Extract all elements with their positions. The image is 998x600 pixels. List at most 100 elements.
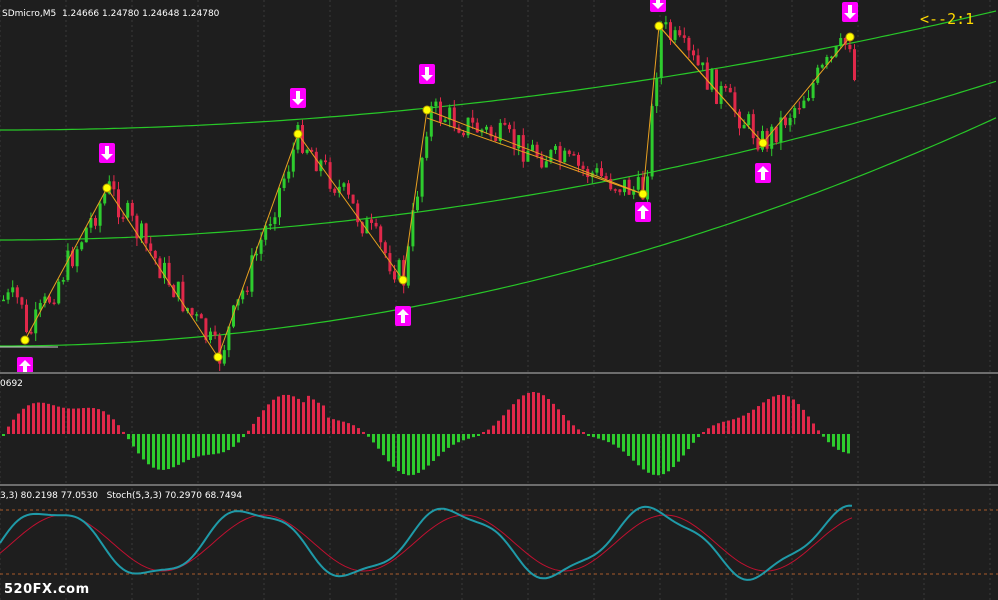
histogram-bar-down bbox=[432, 434, 435, 461]
histogram-bar-up bbox=[92, 408, 95, 434]
pane-separator[interactable] bbox=[0, 484, 998, 486]
histogram-bar-up bbox=[332, 419, 335, 434]
histogram-bar-down bbox=[837, 434, 840, 450]
candle-body bbox=[590, 172, 594, 178]
candle-body bbox=[98, 203, 102, 226]
candle-body bbox=[241, 290, 245, 300]
price-chart-pane[interactable]: SDmicro,M5 1.24666 1.24780 1.24648 1.247… bbox=[0, 0, 998, 372]
histogram-bar-down bbox=[162, 434, 165, 470]
candle-body bbox=[462, 132, 465, 136]
candle-body bbox=[126, 202, 130, 218]
histogram-bar-up bbox=[362, 431, 365, 434]
candle-body bbox=[494, 136, 498, 141]
candle-body bbox=[843, 38, 847, 45]
histogram-bar-down bbox=[472, 434, 475, 438]
candle-body bbox=[816, 67, 820, 83]
stochastic-pane[interactable]: 3,3) 80.2198 77.0530 Stoch(5,3,3) 70.297… bbox=[0, 488, 998, 600]
histogram-bar-up bbox=[342, 421, 345, 434]
pivot-dot bbox=[293, 129, 303, 139]
histogram-bar-down bbox=[212, 434, 215, 455]
channel-lower bbox=[0, 117, 997, 347]
arrow-glyph bbox=[652, 0, 664, 9]
histogram-bar-up bbox=[327, 417, 330, 434]
histogram-bar-up bbox=[707, 428, 710, 434]
candle-body bbox=[779, 117, 783, 143]
histogram-bar-up bbox=[252, 423, 255, 434]
candle-body bbox=[374, 222, 378, 227]
histogram-bar-up bbox=[802, 409, 805, 434]
candle-body bbox=[567, 150, 571, 155]
stochastic-levels bbox=[0, 509, 998, 575]
candle-body bbox=[738, 111, 741, 129]
candle-body bbox=[351, 194, 355, 204]
candle-body bbox=[526, 150, 530, 162]
histogram-bar-down bbox=[382, 434, 385, 456]
histogram-bar-down bbox=[182, 434, 185, 463]
candle-body bbox=[577, 154, 580, 166]
candle-body bbox=[15, 287, 19, 298]
histogram-bar-up bbox=[77, 408, 80, 434]
oscillator-pane[interactable]: 0692 bbox=[0, 376, 998, 484]
histogram-bar-down bbox=[412, 434, 415, 475]
histogram-bar-up bbox=[727, 420, 730, 434]
histogram-bar-down bbox=[407, 434, 410, 476]
candle-body bbox=[673, 30, 677, 40]
candle-body bbox=[646, 176, 649, 200]
histogram-bar-down bbox=[367, 434, 370, 437]
histogram-bar-down bbox=[622, 434, 625, 452]
candle-body bbox=[830, 56, 833, 59]
candle-body bbox=[393, 271, 396, 280]
histogram-bar-up bbox=[282, 394, 285, 434]
candle-body bbox=[6, 292, 10, 300]
histogram-bar-up bbox=[482, 432, 485, 434]
candle-body bbox=[448, 107, 452, 120]
candle-body bbox=[540, 156, 544, 168]
arrow-glyph bbox=[292, 91, 304, 105]
candle-body bbox=[517, 135, 521, 149]
histogram-bar-down bbox=[612, 434, 615, 445]
candle-body bbox=[618, 189, 622, 193]
candle-body bbox=[655, 78, 659, 107]
channel-upper bbox=[0, 10, 997, 131]
arrow-glyph bbox=[397, 309, 409, 323]
stochastic-canvas bbox=[0, 488, 998, 600]
candle-body bbox=[204, 318, 208, 341]
candle-body bbox=[57, 281, 61, 304]
histogram-bar-up bbox=[742, 415, 745, 434]
histogram-bar-up bbox=[302, 402, 305, 434]
histogram-bar-up bbox=[107, 414, 110, 434]
histogram-bar-up bbox=[512, 404, 515, 434]
candle-body bbox=[370, 219, 373, 223]
candle-body bbox=[360, 222, 364, 234]
candle-body bbox=[664, 22, 668, 25]
histogram-bar-up bbox=[497, 420, 500, 434]
candle-body bbox=[52, 302, 56, 305]
candle-body bbox=[434, 101, 438, 107]
histogram-bar-up bbox=[542, 395, 545, 434]
candle-body bbox=[425, 136, 429, 158]
pane-separator[interactable] bbox=[0, 372, 998, 374]
histogram-bar-down bbox=[157, 434, 160, 470]
candle-body bbox=[213, 331, 217, 336]
candle-body bbox=[853, 49, 856, 81]
histogram-bar-down bbox=[602, 434, 605, 441]
histogram-bar-down bbox=[437, 434, 440, 457]
arrow-glyph bbox=[844, 5, 856, 19]
histogram-bar-up bbox=[117, 425, 120, 434]
candle-body bbox=[558, 146, 562, 163]
candle-body bbox=[34, 309, 38, 334]
histogram-bar-up bbox=[37, 402, 40, 434]
candle-body bbox=[636, 177, 640, 190]
candle-body bbox=[135, 215, 139, 239]
candle-body bbox=[264, 225, 268, 240]
histogram-bar-down bbox=[632, 434, 635, 461]
histogram-bar-down bbox=[677, 434, 680, 462]
candle-body bbox=[25, 304, 28, 333]
histogram-bar-up bbox=[487, 429, 490, 434]
histogram-bar-down bbox=[687, 434, 690, 450]
histogram-bar-down bbox=[662, 434, 665, 475]
histogram-bar-up bbox=[352, 425, 355, 434]
histogram-bar-up bbox=[502, 415, 505, 434]
pivot-dot bbox=[102, 183, 112, 193]
candle-body bbox=[130, 202, 134, 216]
